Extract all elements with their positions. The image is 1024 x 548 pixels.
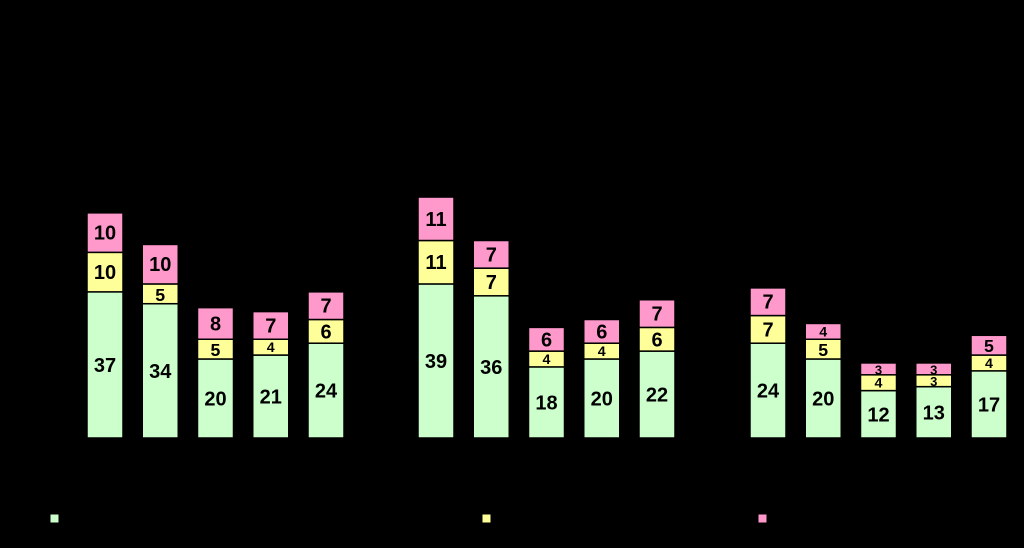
- data-label: 21: [260, 387, 282, 409]
- bar-segment-pink: [970, 334, 1008, 356]
- bar-segment-pink: [417, 196, 455, 242]
- data-label: 7: [651, 304, 662, 326]
- legend-swatch-yellow: [481, 513, 492, 524]
- bar-segment-pink: [472, 239, 510, 269]
- data-label: 10: [94, 223, 116, 245]
- bar-segment-pink: [252, 310, 290, 341]
- bar-segment-green: [804, 358, 842, 439]
- data-label: 11: [425, 252, 446, 274]
- data-label: 24: [315, 381, 338, 403]
- data-label: 17: [978, 394, 1000, 416]
- data-label: 7: [320, 296, 331, 318]
- data-label: 20: [591, 389, 613, 411]
- data-label: 7: [486, 244, 497, 266]
- stacked-bar: 13 33: [915, 362, 953, 439]
- stacked-bar: 22 6 7: [638, 299, 676, 439]
- bar-segment-pink: [527, 326, 566, 352]
- bar-segment-pink: [749, 287, 787, 317]
- bar-segment-green: [196, 358, 235, 439]
- legend-swatch-green: [49, 513, 60, 524]
- stacked-bar: 12 43: [859, 362, 898, 439]
- data-label: 39: [425, 351, 447, 373]
- bar-segment-yellow: [472, 267, 510, 297]
- data-label: 34: [149, 361, 172, 383]
- bar-segment-green: [915, 385, 953, 439]
- stacked-bar: 34 5 10: [141, 243, 179, 439]
- data-label: 20: [812, 389, 834, 411]
- bar-segment-pink: [196, 306, 235, 340]
- data-label: 5: [211, 340, 221, 360]
- data-label: 5: [818, 340, 828, 360]
- data-label: 6: [596, 321, 607, 343]
- bar-segment-pink: [638, 299, 676, 329]
- legend-swatch-pink: [757, 513, 768, 524]
- stacked-bar: 36 7 7: [472, 239, 510, 439]
- data-label: 3: [930, 374, 937, 389]
- data-label: 4: [875, 376, 883, 392]
- data-label: 11: [425, 209, 446, 231]
- legend: [49, 513, 768, 524]
- bar-segment-pink: [915, 362, 953, 376]
- data-label: 7: [762, 292, 773, 314]
- bar-segment-green: [970, 370, 1008, 439]
- bar-segment-green: [252, 354, 290, 439]
- data-label: 7: [762, 319, 773, 341]
- data-label: 4: [267, 340, 275, 356]
- data-label: 22: [646, 385, 668, 407]
- data-label: 13: [923, 402, 945, 424]
- data-label: 3: [930, 362, 937, 377]
- data-label: 6: [651, 329, 662, 351]
- stacked-bar: 24 6 7: [307, 291, 345, 439]
- data-label: 36: [480, 357, 502, 379]
- data-label: 4: [985, 356, 993, 372]
- bar-segment-green: [86, 291, 124, 439]
- bar-segment-green: [472, 295, 510, 439]
- data-label: 12: [867, 404, 889, 426]
- data-label: 4: [598, 344, 606, 360]
- data-label: 5: [155, 285, 165, 305]
- stacked-bar: 21 4 7: [252, 310, 290, 439]
- bars-layer: 3710103451020582147246739111136771846204…: [86, 196, 1008, 439]
- data-label: 37: [94, 355, 116, 377]
- bar-segment-green: [749, 342, 787, 439]
- data-label: 18: [535, 392, 557, 414]
- bar-segment-pink: [859, 362, 898, 376]
- data-label: 6: [320, 321, 331, 343]
- bar-segment-pink: [307, 291, 345, 321]
- data-label: 4: [543, 352, 551, 368]
- data-label: 20: [204, 389, 226, 411]
- bar-segment-pink: [141, 243, 179, 285]
- bar-segment-green: [583, 358, 621, 439]
- data-label: 4: [819, 324, 827, 340]
- stacked-bar: 37 10 10: [86, 212, 124, 439]
- data-label: 5: [984, 336, 994, 356]
- data-label: 3: [875, 362, 882, 377]
- stacked-bar: 24 7 7: [749, 287, 787, 439]
- bar-segment-pink: [804, 322, 842, 341]
- data-label: 24: [757, 381, 780, 403]
- stacked-bar: 39 11 11: [417, 196, 455, 439]
- bar-segment-green: [859, 389, 898, 439]
- data-label: 10: [94, 262, 116, 284]
- data-label: 6: [541, 329, 552, 351]
- data-label: 7: [265, 315, 276, 337]
- data-label: 10: [149, 254, 171, 276]
- bar-segment-green: [417, 283, 455, 439]
- bar-segment-pink: [86, 212, 124, 254]
- bar-segment-pink: [583, 318, 621, 344]
- data-label: 8: [210, 313, 221, 335]
- bar-segment-green: [527, 366, 566, 439]
- data-label: 7: [486, 272, 497, 294]
